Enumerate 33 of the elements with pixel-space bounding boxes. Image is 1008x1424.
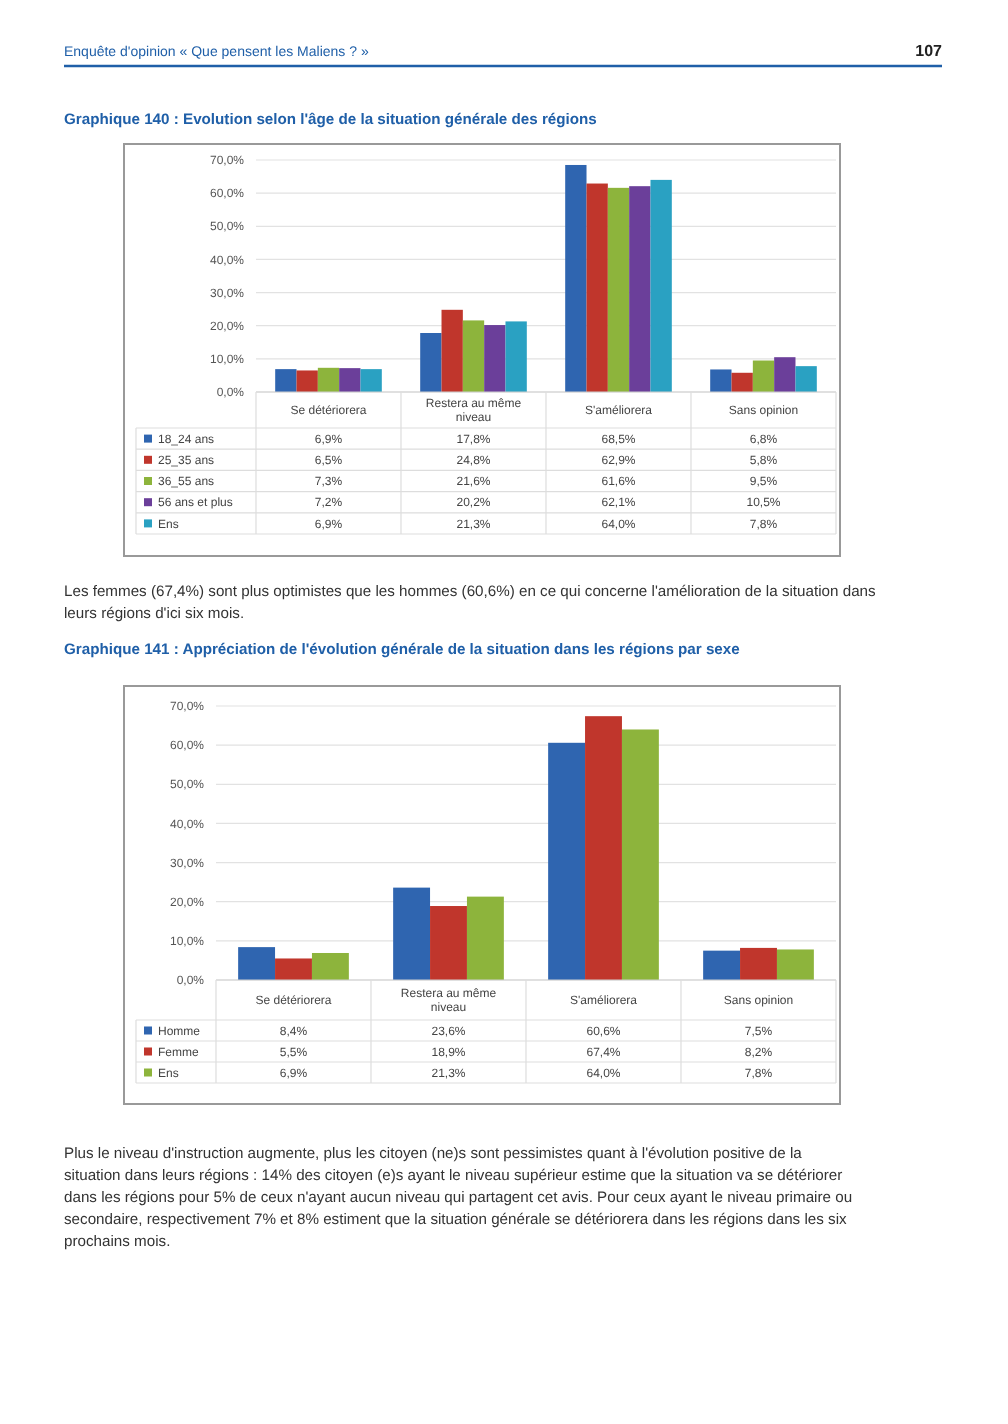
bar: [275, 369, 297, 392]
bar: [420, 333, 442, 392]
bar: [795, 366, 817, 392]
bar: [565, 164, 587, 392]
bar: [650, 179, 672, 392]
bar: [629, 186, 651, 392]
bar: [607, 187, 630, 392]
text: 107: [915, 42, 944, 60]
bar: [393, 887, 431, 980]
bar: [441, 309, 463, 392]
bar: [548, 742, 586, 980]
bar: [317, 367, 340, 392]
bar: [430, 906, 467, 980]
bar: [585, 716, 622, 980]
bar: [776, 949, 814, 980]
bar: [710, 369, 732, 392]
bar: [731, 372, 753, 392]
bar: [238, 947, 276, 980]
bar: [462, 320, 485, 392]
bar: [505, 321, 527, 392]
bar: [621, 729, 659, 980]
bar: [586, 183, 608, 392]
bar: [296, 370, 318, 392]
bar: [466, 896, 504, 980]
bar: [703, 950, 741, 980]
bar: [740, 947, 777, 980]
bar: [774, 357, 796, 392]
bar: [339, 368, 361, 392]
bar: [360, 369, 382, 392]
bar: [275, 958, 312, 980]
bar: [752, 360, 775, 392]
bar: [484, 325, 506, 392]
bar: [311, 952, 349, 980]
